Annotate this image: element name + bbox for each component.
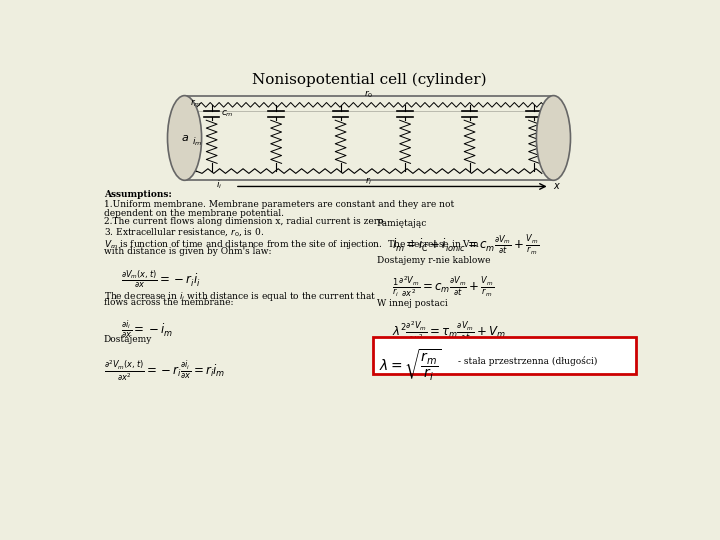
- Text: $r_m$: $r_m$: [190, 97, 202, 109]
- Text: $i_m$: $i_m$: [192, 136, 202, 148]
- Text: $\lambda = \sqrt{\dfrac{r_m}{r_i}}$: $\lambda = \sqrt{\dfrac{r_m}{r_i}}$: [379, 348, 442, 383]
- Text: 1.Uniform membrane. Membrane parameters are constant and they are not: 1.Uniform membrane. Membrane parameters …: [104, 200, 454, 210]
- Text: $a$: $a$: [181, 133, 189, 143]
- Text: - stała przestrzenna (długości): - stała przestrzenna (długości): [458, 356, 598, 366]
- Text: Assumptions:: Assumptions:: [104, 190, 172, 199]
- Text: with distance is given by Ohm's law:: with distance is given by Ohm's law:: [104, 247, 271, 255]
- Text: The decrease in $i_i$ with distance is equal to the current that: The decrease in $i_i$ with distance is e…: [104, 289, 376, 302]
- Text: dependent on the membrane potential.: dependent on the membrane potential.: [104, 209, 284, 218]
- Text: $x$: $x$: [553, 181, 561, 192]
- Text: $\lambda^2\frac{\partial^2 V_m}{\partial x^2} = \tau_m\frac{\partial V_m}{\parti: $\lambda^2\frac{\partial^2 V_m}{\partial…: [392, 319, 506, 344]
- Text: W innej postaci: W innej postaci: [377, 299, 448, 308]
- Text: $\frac{\partial V_m(x,t)}{\partial x} = -r_i i_i$: $\frac{\partial V_m(x,t)}{\partial x} = …: [121, 268, 201, 290]
- Text: $r_i$: $r_i$: [365, 176, 373, 187]
- Text: $\frac{\partial^2 V_m(x,t)}{\partial x^2} = -r_i\frac{\partial i_i}{\partial x} : $\frac{\partial^2 V_m(x,t)}{\partial x^2…: [104, 358, 225, 383]
- Text: 2.The current flows along dimension x, radial current is zero.: 2.The current flows along dimension x, r…: [104, 217, 387, 226]
- Text: Nonisopotential cell (cylinder): Nonisopotential cell (cylinder): [252, 72, 486, 87]
- Text: $c_m$: $c_m$: [221, 109, 234, 119]
- Text: $i_i$: $i_i$: [216, 179, 222, 191]
- Text: Pamiętając: Pamiętając: [377, 219, 427, 228]
- Text: flows across the membrane:: flows across the membrane:: [104, 298, 233, 307]
- Text: Dostajemy r-nie kablowe: Dostajemy r-nie kablowe: [377, 256, 490, 265]
- Text: $\frac{\partial i_i}{\partial x} = -i_m$: $\frac{\partial i_i}{\partial x} = -i_m$: [121, 318, 174, 340]
- Text: 3. Extracellular resistance, $r_0$, is 0.: 3. Extracellular resistance, $r_0$, is 0…: [104, 226, 264, 238]
- Text: $i_m = i_C + i_{ionic} = c_m\frac{\partial V_m}{\partial t} + \frac{V_m}{r_m}$: $i_m = i_C + i_{ionic} = c_m\frac{\parti…: [392, 233, 539, 256]
- Text: $r_0$: $r_0$: [364, 89, 374, 100]
- Text: Dostajemy: Dostajemy: [104, 335, 153, 344]
- Text: $V_m$ is function of time and distance from the site of injection.  The decrease: $V_m$ is function of time and distance f…: [104, 238, 480, 251]
- Bar: [373, 338, 636, 374]
- Ellipse shape: [536, 96, 570, 180]
- Ellipse shape: [168, 96, 202, 180]
- Text: $\frac{1}{r_i}\frac{\partial^2 V_m}{\partial x^2} = c_m\frac{\partial V_m}{\part: $\frac{1}{r_i}\frac{\partial^2 V_m}{\par…: [392, 274, 495, 299]
